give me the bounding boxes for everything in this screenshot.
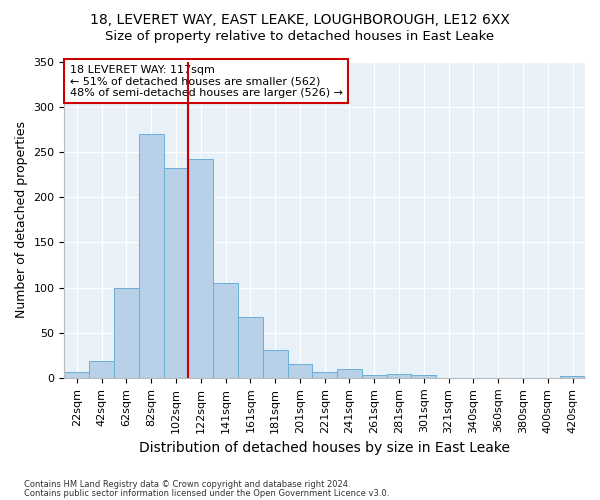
Bar bbox=[362, 375, 386, 378]
Bar bbox=[64, 372, 89, 378]
Text: Size of property relative to detached houses in East Leake: Size of property relative to detached ho… bbox=[106, 30, 494, 43]
Bar bbox=[386, 374, 412, 378]
Bar bbox=[263, 350, 287, 378]
Bar bbox=[139, 134, 164, 378]
X-axis label: Distribution of detached houses by size in East Leake: Distribution of detached houses by size … bbox=[139, 441, 510, 455]
Bar bbox=[313, 372, 337, 378]
Bar bbox=[164, 168, 188, 378]
Bar bbox=[238, 318, 263, 378]
Bar bbox=[560, 376, 585, 378]
Text: 18, LEVERET WAY, EAST LEAKE, LOUGHBOROUGH, LE12 6XX: 18, LEVERET WAY, EAST LEAKE, LOUGHBOROUG… bbox=[90, 12, 510, 26]
Bar bbox=[213, 283, 238, 378]
Text: Contains public sector information licensed under the Open Government Licence v3: Contains public sector information licen… bbox=[24, 489, 389, 498]
Bar bbox=[188, 159, 213, 378]
Bar bbox=[114, 288, 139, 378]
Bar bbox=[89, 361, 114, 378]
Bar bbox=[337, 369, 362, 378]
Bar bbox=[287, 364, 313, 378]
Text: Contains HM Land Registry data © Crown copyright and database right 2024.: Contains HM Land Registry data © Crown c… bbox=[24, 480, 350, 489]
Bar bbox=[412, 375, 436, 378]
Y-axis label: Number of detached properties: Number of detached properties bbox=[15, 121, 28, 318]
Text: 18 LEVERET WAY: 117sqm
← 51% of detached houses are smaller (562)
48% of semi-de: 18 LEVERET WAY: 117sqm ← 51% of detached… bbox=[70, 64, 343, 98]
